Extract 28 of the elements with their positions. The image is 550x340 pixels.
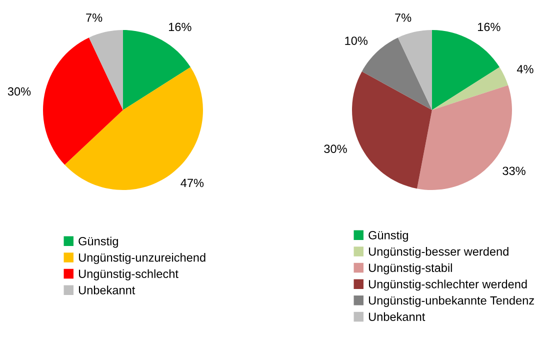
legend-label: Ungünstig-besser werdend <box>368 247 508 258</box>
legend-label: Ungünstig-stabil <box>368 263 452 274</box>
pie-slice <box>432 67 508 110</box>
pie-slice <box>64 67 203 190</box>
pie-slice <box>88 30 123 110</box>
data-label: 10% <box>345 36 368 45</box>
legend-label: Unbekannt <box>78 286 136 294</box>
legend-label: Günstig <box>368 230 408 242</box>
pie-slice <box>352 71 432 189</box>
legend-label: Ungünstig-schlechter werdend <box>368 280 527 291</box>
data-label: 7% <box>395 14 412 22</box>
data-label: 33% <box>502 166 526 176</box>
data-label: 47% <box>180 178 204 188</box>
legend-label: Unbekannt <box>368 312 426 321</box>
pie-slice <box>432 30 500 110</box>
data-label: 30% <box>8 87 31 96</box>
pie-slice <box>398 30 432 110</box>
data-label: 16% <box>168 22 192 32</box>
data-label: 4% <box>516 65 534 74</box>
legend-label: Ungünstig-unbekannte Tendenz <box>368 296 534 307</box>
legend-label: Ungünstig-unzureichend <box>78 253 206 264</box>
data-label: 7% <box>86 14 102 22</box>
pie-slice <box>43 38 123 165</box>
legend-label: Ungünstig-schlecht <box>78 269 178 280</box>
legend-label: Günstig <box>78 236 118 248</box>
pie-slice <box>123 30 191 110</box>
data-label: 30% <box>324 144 347 154</box>
data-label: 16% <box>478 22 500 32</box>
